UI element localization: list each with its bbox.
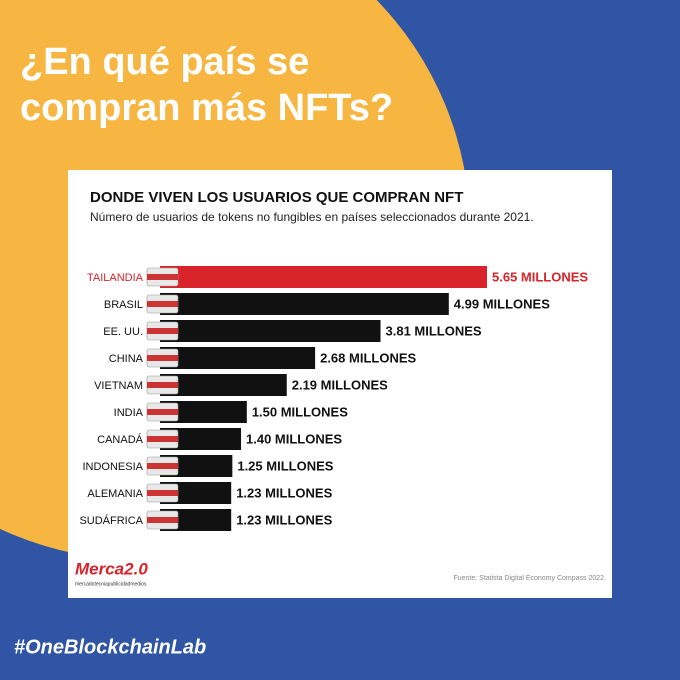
flag-stripe — [147, 436, 178, 442]
chart-subtitle: Número de usuarios de tokens no fungible… — [90, 210, 534, 224]
category-label: EE. UU. — [103, 326, 143, 338]
value-label: 1.40 MILLONES — [246, 431, 342, 446]
bar — [160, 266, 487, 288]
hashtag: #OneBlockchainLab — [14, 636, 206, 658]
logo: Merca2.0 — [75, 559, 148, 578]
category-label: BRASIL — [104, 299, 143, 311]
category-label: SUDÁFRICA — [79, 514, 143, 527]
value-label: 1.23 MILLONES — [236, 485, 332, 500]
category-label: CHINA — [109, 353, 144, 365]
headline: compran más NFTs? — [20, 87, 393, 129]
flag-stripe — [147, 328, 178, 334]
bar — [160, 401, 247, 423]
value-label: 1.25 MILLONES — [237, 458, 333, 473]
category-label: TAILANDIA — [87, 272, 144, 284]
category-label: VIETNAM — [94, 380, 143, 392]
flag-stripe — [147, 301, 178, 307]
value-label: 2.68 MILLONES — [320, 350, 416, 365]
headline: ¿En qué país se — [20, 41, 309, 83]
logo-tagline: mercadotecniapublicidadmedios — [75, 581, 147, 587]
flag-stripe — [147, 409, 178, 415]
flag-stripe — [147, 274, 178, 280]
bar — [160, 374, 287, 396]
flag-stripe — [147, 382, 178, 388]
category-label: INDIA — [114, 407, 144, 419]
value-label: 5.65 MILLONES — [492, 269, 588, 284]
source: Fuente: Statista Digital Economy Compass… — [453, 575, 606, 582]
bar — [160, 293, 449, 315]
flag-stripe — [147, 463, 178, 469]
bar — [160, 428, 242, 450]
bar — [160, 320, 381, 342]
value-label: 2.19 MILLONES — [292, 377, 388, 392]
value-label: 3.81 MILLONES — [386, 323, 482, 338]
category-label: ALEMANIA — [87, 488, 143, 500]
chart-title: DONDE VIVEN LOS USUARIOS QUE COMPRAN NFT — [90, 189, 463, 206]
value-label: 4.99 MILLONES — [454, 296, 550, 311]
category-label: INDONESIA — [82, 461, 143, 473]
plot: 5.65 MILLONES TAILANDIA 4.99 MILLONES BRASI… — [79, 266, 588, 531]
flag-stripe — [147, 355, 178, 361]
value-label: 1.50 MILLONES — [252, 404, 348, 419]
value-label: 1.23 MILLONES — [236, 512, 332, 527]
bar — [160, 347, 316, 369]
flag-stripe — [147, 490, 178, 496]
flag-stripe — [147, 517, 178, 523]
category-label: CANADÁ — [97, 433, 144, 446]
